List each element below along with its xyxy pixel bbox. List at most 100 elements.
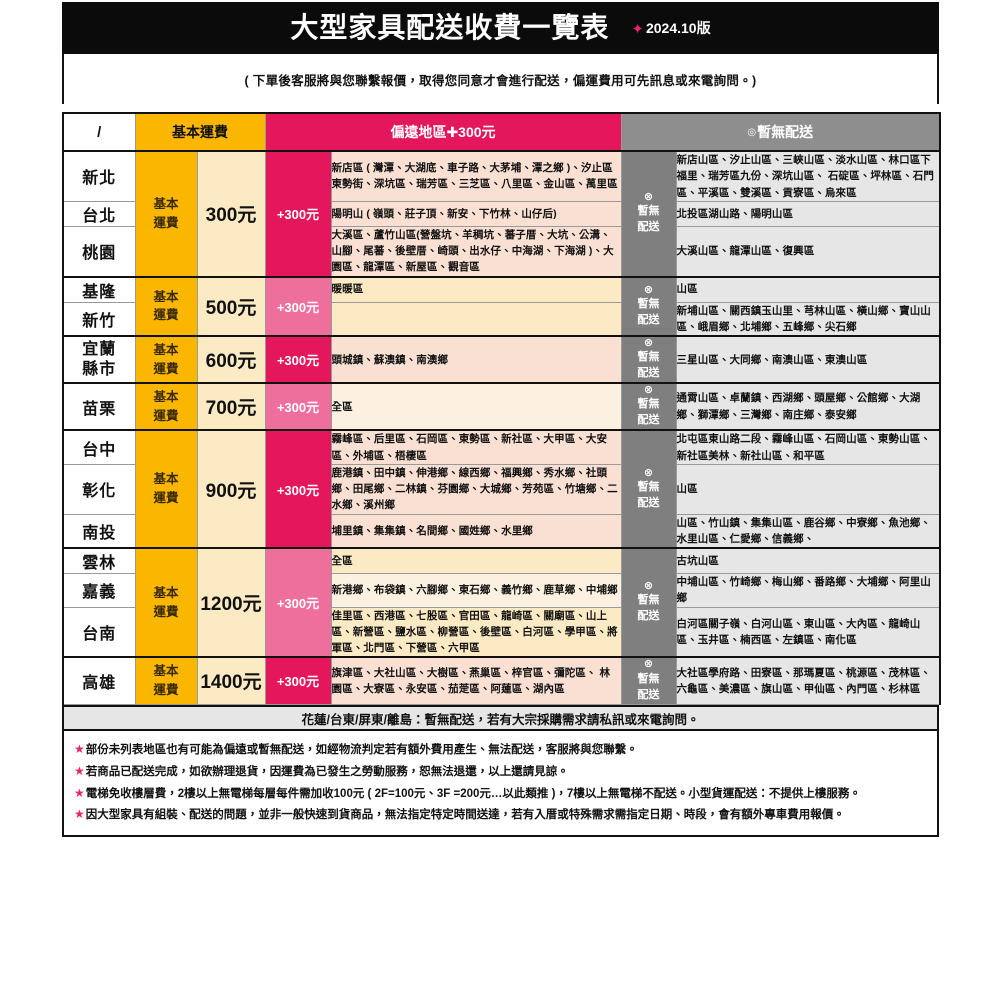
table-row: 桃園 大溪區、蘆竹山區(營盤坑、羊稠坑、蕃子厝、大坑、公溝、山腳、尾蕃、後壁厝、崎… — [62, 225, 942, 278]
table-row: 雲林 基本 運費 1200元 +300元 全區 ⊗ 暫無 配送 古坑山區 — [62, 547, 942, 658]
remote-area-cell: 大溪區、蘆竹山區(營盤坑、羊稠坑、蕃子厝、大坑、公溝、山腳、尾蕃、後壁厝、崎頭、… — [330, 225, 622, 278]
col-header-no-delivery-label: 暫無配送 — [757, 124, 814, 140]
no-delivery-x-icon: ⊗ — [643, 191, 654, 204]
no-delivery-label-cell: ⊗ 暫無 配送 — [620, 429, 677, 549]
city-cell: 台北 — [62, 200, 136, 227]
no-delivery-label-cell: ⊗ 暫無 配送 — [620, 382, 677, 431]
city-cell: 南投 — [62, 513, 136, 549]
table-header-row: / 基本運費 偏遠地區✚300元 ◎暫無配送 — [62, 112, 942, 152]
no-delivery-label-cell: ⊗ 暫無 配送 — [620, 275, 677, 337]
remote-surcharge-cell: +300元 — [264, 656, 332, 705]
no-delivery-zone-cell: 白河區關子嶺、白河山區、東山區、大內區、龍崎山區、玉井區、楠西區、左鎮區、南化區 — [675, 606, 942, 658]
remote-area-cell: 全區 — [330, 382, 622, 431]
no-delivery-zone-cell: 大社區學府路、田寮區、那瑪夏區、桃源區、茂林區、六龜區、美濃區、旗山區、甲仙區、… — [675, 656, 942, 705]
subtitle-note-text: ( 下單後客服將與您聯繫報價，取得您同意才會進行配送，偏運費用可先訊息或來電詢問… — [244, 73, 757, 88]
no-delivery-x-icon: ⊗ — [643, 384, 654, 397]
col-header-city: / — [62, 112, 136, 152]
no-delivery-zone-cell: 山區 — [675, 275, 942, 303]
no-delivery-zone-cell: 大溪山區、龍潭山區、復興區 — [675, 225, 942, 278]
star-icon: ★ — [74, 742, 85, 756]
no-delivery-label-cell: ⊗ 暫無 配送 — [620, 547, 677, 658]
table-row: 台中 基本 運費 900元 +300元 霧峰區、后里區、石岡區、東勢區、新社區、大甲區、大… — [62, 429, 942, 549]
table-head: / 基本運費 偏遠地區✚300元 ◎暫無配送 — [62, 112, 942, 152]
base-price-cell: 1400元 — [196, 656, 266, 705]
no-delivery-label-cell: ⊗ 暫無 配送 — [620, 656, 677, 705]
col-header-remote: 偏遠地區✚300元 — [264, 112, 622, 152]
remote-area-cell: 頭城鎮、蘇澳鎮、南澳鄉 — [330, 335, 622, 384]
city-cell: 嘉義 — [62, 573, 136, 608]
no-delivery-x-icon: ⊗ — [643, 337, 654, 350]
remote-area-cell: 暖暖區 — [330, 275, 622, 303]
star-icon: ★ — [74, 763, 85, 778]
no-delivery-x-icon: ⊗ — [643, 283, 654, 296]
no-delivery-label-cell: ⊗ 暫無 配送 — [620, 335, 677, 384]
star-icon: ★ — [74, 785, 85, 800]
version-badge: ✦ 2024.10版 — [631, 18, 710, 38]
page-title: 大型家具配送收費一覽表 — [290, 12, 610, 43]
remote-surcharge-cell: +300元 — [264, 335, 332, 384]
basic-fee-label-cell: 基本 運費 — [134, 656, 198, 705]
remote-area-cell: 佳里區、西港區、七股區、官田區、龍崎區、關廟區、山上區、新營區、鹽水區、柳營區、… — [330, 606, 622, 658]
subtitle-note: ( 下單後客服將與您聯繫報價，取得您同意才會進行配送，偏運費用可先訊息或來電詢問… — [62, 54, 939, 104]
col-header-basic-fee: 基本運費 — [134, 112, 266, 152]
no-delivery-zone-cell: 北投區湖山路、陽明山區 — [675, 200, 942, 227]
note-line: ★電梯免收樓層費，2樓以上無電梯每層每件需加收100元 ( 2F=100元、3F… — [74, 785, 861, 800]
table-row: 台北 陽明山 ( 嶺頭、莊子頂、新安、下竹林、山仔后) 北投區湖山路、陽明山區 — [62, 200, 942, 227]
note-line: ★若商品已配送完成，如欲辦理退貨，因運費為已發生之勞動服務，恕無法退還，以上還請… — [74, 763, 569, 778]
version-label: 2024.10版 — [645, 20, 711, 36]
basic-fee-label-cell: 基本 運費 — [134, 150, 198, 278]
no-delivery-zone-cell: 通霄山區、卓蘭鎮、西湖鄉、頭屋鄉、公館鄉、大湖鄉、獅潭鄉、三灣鄉、南庄鄉、泰安鄉 — [675, 382, 942, 431]
city-cell: 桃園 — [62, 225, 136, 278]
no-delivery-zone-cell: 山區 — [675, 463, 942, 515]
table-row: 台南 佳里區、西港區、七股區、官田區、龍崎區、關廟區、山上區、新營區、鹽水區、柳營… — [62, 606, 942, 658]
no-delivery-regions-text: 花蓮/台東/屏東/離島：暫無配送，若有大宗採購需求請私訊或來電詢問。 — [301, 712, 700, 727]
base-price-cell: 900元 — [196, 429, 266, 549]
city-cell: 台南 — [62, 606, 136, 658]
no-delivery-regions-strip: 花蓮/台東/屏東/離島：暫無配送，若有大宗採購需求請私訊或來電詢問。 — [62, 705, 939, 731]
base-price-cell: 300元 — [196, 150, 266, 278]
remote-area-cell: 全區 — [330, 547, 622, 575]
no-delivery-zone-cell: 三星山區、大同鄉、南澳山區、東澳山區 — [675, 335, 942, 384]
remote-surcharge-cell: +300元 — [264, 547, 332, 658]
remote-area-cell: 霧峰區、后里區、石岡區、東勢區、新社區、大甲區、大安區、外埔區、梧棲區 — [330, 429, 622, 465]
remote-surcharge-cell: +300元 — [264, 429, 332, 549]
col-header-no-delivery: ◎暫無配送 — [620, 112, 942, 152]
basic-fee-label-cell: 基本 運費 — [134, 275, 198, 337]
remote-surcharge-cell: +300元 — [264, 150, 332, 278]
remote-area-cell: 埔里鎮、集集鎮、名間鄉、國姓鄉、水里鄉 — [330, 513, 622, 549]
table-row: 彰化 鹿港鎮、田中鎮、伸港鄉、線西鄉、福興鄉、秀水鄉、社頭鄉、田尾鄉、二林鎮、芬園… — [62, 463, 942, 515]
city-cell: 宜蘭 縣市 — [62, 335, 136, 384]
no-delivery-x-icon: ⊗ — [643, 658, 654, 671]
remote-area-cell: 鹿港鎮、田中鎮、伸港鄉、線西鄉、福興鄉、秀水鄉、社頭鄉、田尾鄉、二林鎮、芬園鄉、… — [330, 463, 622, 515]
city-cell: 新北 — [62, 149, 136, 202]
sparkle-icon: ✦ — [631, 21, 644, 38]
no-delivery-x-icon: ⊗ — [643, 466, 654, 479]
base-price-cell: 1200元 — [196, 547, 266, 658]
notes-box: ★部份未列表地區也有可能為偏遠或暫無配送，如經物流判定若有額外費用產生、無法配送… — [62, 731, 939, 838]
fee-table: / 基本運費 偏遠地區✚300元 ◎暫無配送 新北 基本 運費 300元 +300元 新店… — [62, 112, 942, 705]
remote-area-cell: 陽明山 ( 嶺頭、莊子頂、新安、下竹林、山仔后) — [330, 200, 622, 227]
base-price-cell: 700元 — [196, 382, 266, 431]
no-delivery-zone-cell: 中埔山區、竹崎鄉、梅山鄉、番路鄉、大埔鄉、阿里山鄉 — [675, 573, 942, 608]
city-cell: 彰化 — [62, 463, 136, 515]
fee-table-wrapper: / 基本運費 偏遠地區✚300元 ◎暫無配送 新北 基本 運費 300元 +300元 新店… — [62, 112, 942, 705]
base-price-cell: 600元 — [196, 335, 266, 384]
table-row: 基隆 基本 運費 500元 +300元 暖暖區 ⊗ 暫無 配送 山區 — [62, 275, 942, 337]
city-cell: 新竹 — [62, 301, 136, 337]
page-title-bar: 大型家具配送收費一覽表 ✦ 2024.10版 — [62, 2, 939, 54]
remote-area-cell: 新港鄉、布袋鎮、六腳鄉、東石鄉、義竹鄉、鹿草鄉、中埔鄉 — [330, 573, 622, 608]
city-cell: 台中 — [62, 429, 136, 465]
table-row: 高雄 基本 運費 1400元 +300元 旗津區、大社山區、大樹區、燕巢區、梓官區、彌陀區… — [62, 656, 942, 705]
no-delivery-zone-cell: 北屯區東山路二段、霧峰山區、石岡山區、東勢山區、新社區美林、新社山區、和平區 — [675, 429, 942, 465]
basic-fee-label-cell: 基本 運費 — [134, 547, 198, 658]
no-delivery-zone-cell: 新埔山區、關西鎮玉山里、芎林山區、橫山鄉、寶山山區、峨眉鄉、北埔鄉、五峰鄉、尖石… — [675, 301, 942, 337]
city-cell: 高雄 — [62, 656, 136, 705]
table-row: 宜蘭 縣市 基本 運費 600元 +300元 頭城鎮、蘇澳鎮、南澳鄉 ⊗ 暫無 配送 三星山區、大同… — [62, 335, 942, 384]
no-delivery-label-cell: ⊗ 暫無 配送 — [620, 150, 677, 278]
no-delivery-x-icon: ⊗ — [643, 580, 654, 593]
remote-surcharge-cell: +300元 — [264, 382, 332, 431]
remote-area-cell: 新店區 ( 灣潭、大湖底、車子路、大茅埔、潭之鄉 )、汐止區東勢街、深坑區、瑞芳… — [330, 149, 622, 202]
basic-fee-label-cell: 基本 運費 — [134, 382, 198, 431]
remote-surcharge-cell: +300元 — [264, 275, 332, 337]
